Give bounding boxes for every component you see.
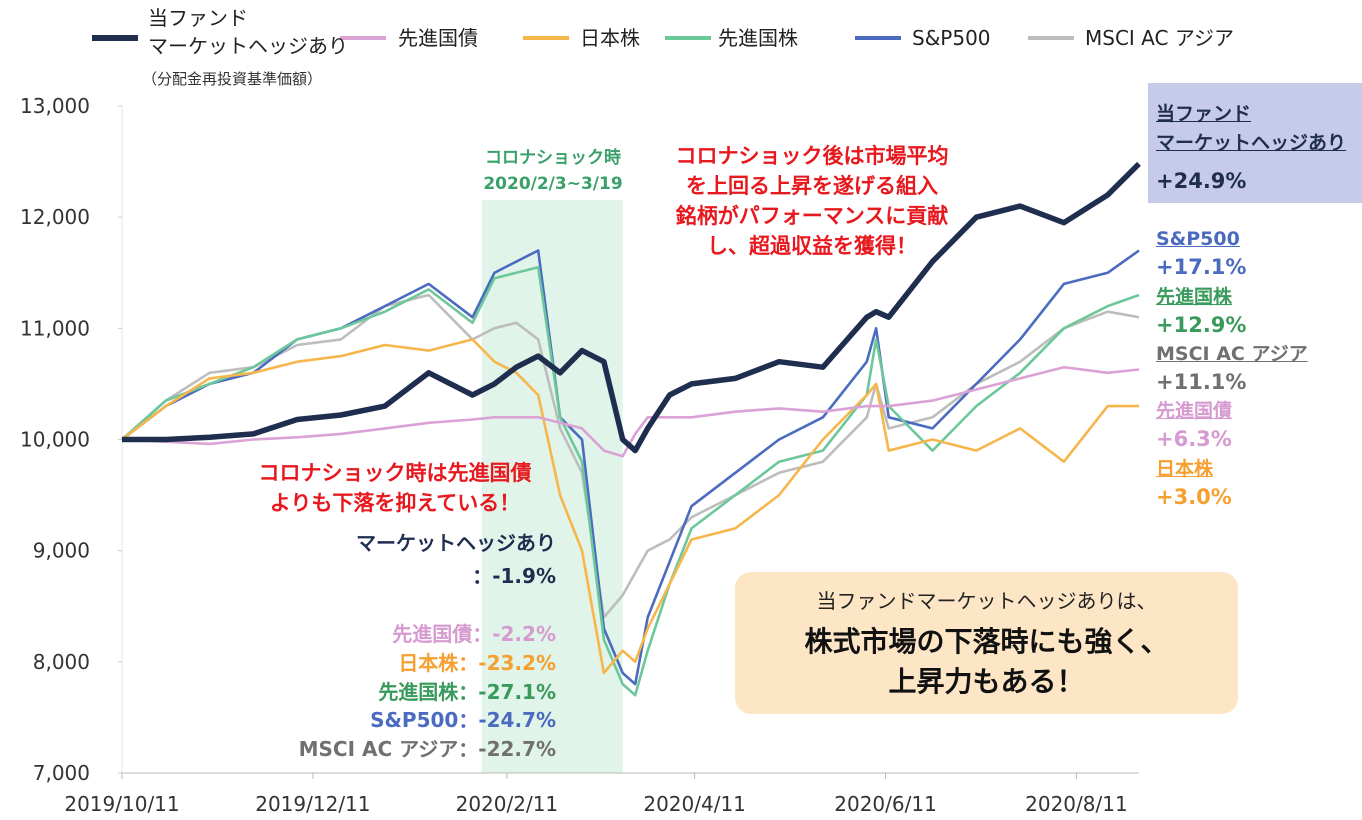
annotation: ：-1.9% xyxy=(472,564,556,588)
x-tick-label: 2020/6/11 xyxy=(834,792,937,816)
end-label-name: 当ファンド マーケットヘッジあり xyxy=(1156,103,1347,154)
y-tick-label: 7,000 xyxy=(33,761,90,785)
series-line xyxy=(121,338,1139,675)
legend-label: MSCI AC アジア xyxy=(1085,26,1235,50)
legend-label: 日本株 xyxy=(580,26,640,50)
y-tick-label: 13,000 xyxy=(20,94,90,118)
end-label-highlight xyxy=(1148,83,1362,203)
x-tick-label: 2020/4/11 xyxy=(643,792,746,816)
callout-box xyxy=(735,572,1238,714)
series-line xyxy=(121,265,1140,697)
series-line xyxy=(122,161,1141,454)
highlight-band xyxy=(481,200,623,773)
legend-label: S&P500 xyxy=(912,26,991,50)
callout-text: 当ファンドマーケットヘッジありは、 xyxy=(816,589,1157,613)
end-label-value: +12.9% xyxy=(1156,313,1247,337)
annotation: S&P500：-24.7% xyxy=(370,708,556,732)
annotation: マーケットヘッジあり xyxy=(356,531,556,555)
annotation: 先進国株：-27.1% xyxy=(378,680,556,704)
series-line xyxy=(121,293,1140,619)
end-label-value: +17.1% xyxy=(1156,255,1247,279)
annotation: コロナショック時 2020/2/3~3/19 xyxy=(483,148,623,194)
annotation: 先進国債：-2.2% xyxy=(392,622,556,646)
end-label-value: +24.9% xyxy=(1156,169,1247,193)
y-tick-label: 9,000 xyxy=(33,539,90,563)
y-tick-label: 11,000 xyxy=(20,316,90,340)
x-tick-label: 2020/8/11 xyxy=(1025,792,1128,816)
y-tick-label: 12,000 xyxy=(20,205,90,229)
end-label-value: +3.0% xyxy=(1156,485,1232,509)
end-label-name: 先進国株 xyxy=(1156,286,1233,308)
legend-note: （分配金再投資基準価額） xyxy=(142,70,323,88)
legend-label: 当ファンド マーケットヘッジあり xyxy=(148,6,348,58)
legend-label: 先進国債 xyxy=(398,26,478,50)
end-label-value: +6.3% xyxy=(1156,427,1232,451)
x-tick-label: 2019/12/11 xyxy=(255,792,370,816)
x-tick-label: 2020/2/11 xyxy=(456,792,559,816)
end-label-name: 先進国債 xyxy=(1156,400,1233,422)
legend-label: 先進国株 xyxy=(718,26,798,50)
annotation: MSCI AC アジア：-22.7% xyxy=(298,737,556,761)
callout-emphasis: 株式市場の下落時にも強く、 上昇力もある！ xyxy=(804,625,1169,698)
x-tick-label: 2019/10/11 xyxy=(64,792,179,816)
annotation: 日本株：-23.2% xyxy=(398,651,556,675)
end-label-value: +11.1% xyxy=(1156,370,1247,394)
end-label-name: 日本株 xyxy=(1156,458,1214,480)
y-tick-label: 10,000 xyxy=(20,428,90,452)
end-label-name: MSCI AC アジア xyxy=(1156,343,1308,365)
annotation: コロナショック時は先進国債 よりも下落を抑えている！ xyxy=(258,461,532,515)
y-tick-label: 8,000 xyxy=(33,650,90,674)
annotation: コロナショック後は市場平均 を上回る上昇を遂げる組入 銘柄がパフォーマンスに貢献… xyxy=(675,144,949,258)
end-label-name: S&P500 xyxy=(1156,228,1240,250)
